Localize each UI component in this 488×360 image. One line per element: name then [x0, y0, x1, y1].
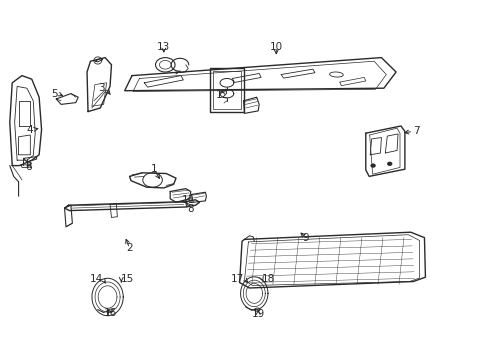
Bar	[213, 71, 240, 109]
Text: 18: 18	[262, 274, 275, 284]
Text: 16: 16	[103, 308, 117, 318]
Text: 7: 7	[412, 126, 419, 136]
Text: 3: 3	[98, 83, 105, 93]
Text: 4: 4	[26, 125, 33, 135]
Bar	[210, 68, 243, 112]
Text: 14: 14	[89, 274, 102, 284]
Text: 8: 8	[187, 204, 194, 214]
Text: 17: 17	[231, 274, 244, 284]
Text: 15: 15	[121, 274, 134, 284]
Circle shape	[387, 162, 391, 165]
Text: 5: 5	[51, 89, 58, 99]
Text: 2: 2	[126, 243, 133, 253]
Text: 10: 10	[269, 42, 282, 52]
Text: 1: 1	[150, 164, 157, 174]
Text: 6: 6	[25, 162, 32, 172]
Circle shape	[370, 164, 374, 167]
Text: 12: 12	[215, 90, 229, 100]
Text: 9: 9	[302, 233, 308, 243]
Text: 11: 11	[181, 195, 195, 205]
Text: 13: 13	[157, 42, 170, 52]
Text: 19: 19	[251, 309, 264, 319]
